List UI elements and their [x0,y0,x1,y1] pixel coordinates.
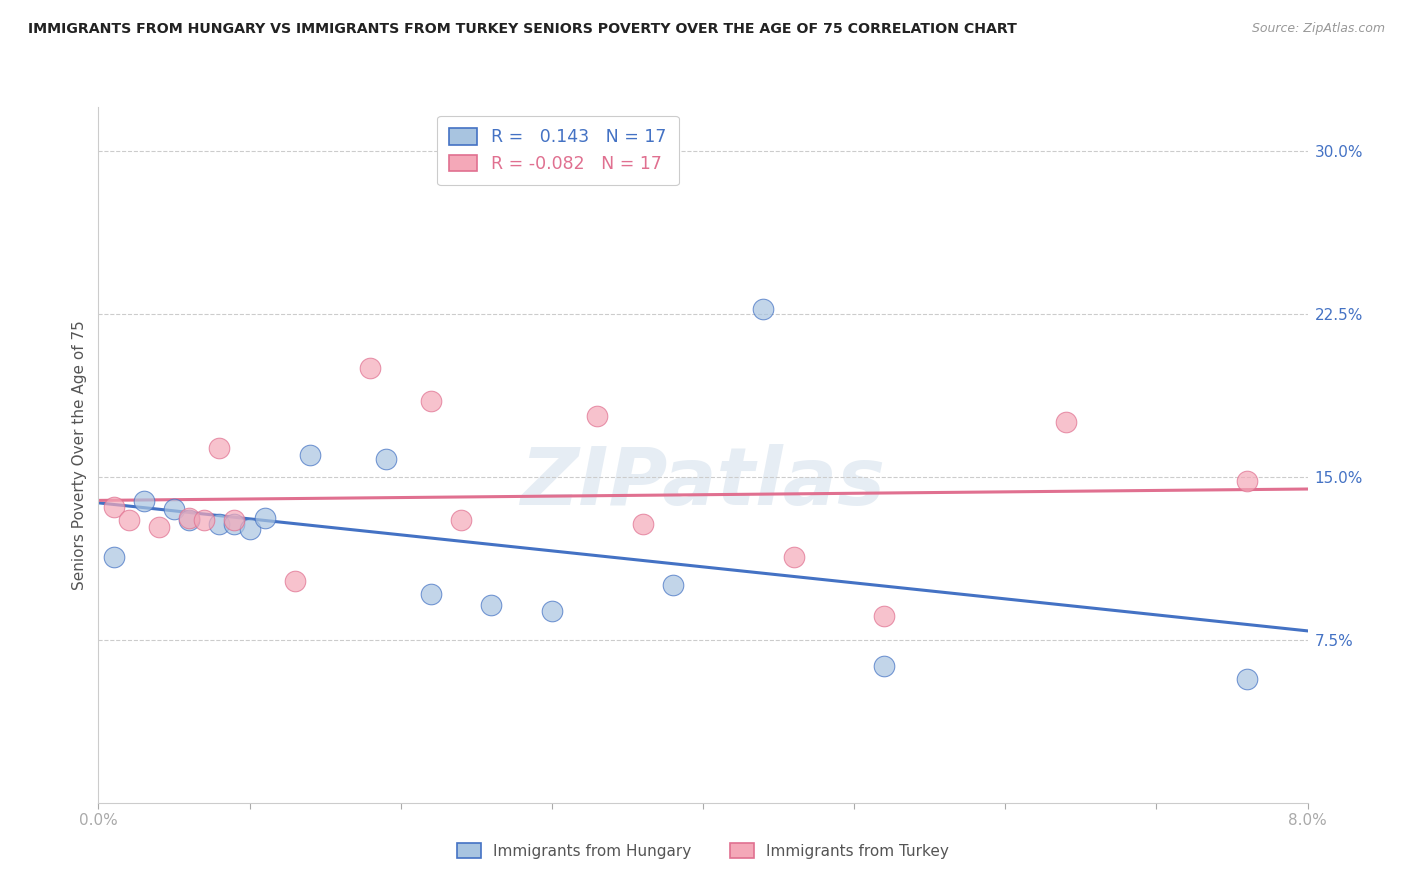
Point [208,442,231,456]
Point [132,493,155,508]
Point [193,513,215,527]
Point [163,502,186,516]
Point [541,605,564,619]
Point [118,513,141,527]
Text: Source: ZipAtlas.com: Source: ZipAtlas.com [1251,22,1385,36]
Point [148,519,170,533]
Point [299,448,322,462]
Point [450,513,472,527]
Point [103,500,125,514]
Point [586,409,609,423]
Point [224,517,246,532]
Point [284,574,307,588]
Legend: Immigrants from Hungary, Immigrants from Turkey: Immigrants from Hungary, Immigrants from… [450,837,956,864]
Point [873,608,896,623]
Point [420,587,443,601]
Point [1236,672,1258,686]
Point [873,658,896,673]
Point [208,517,231,532]
Point [420,393,443,408]
Point [239,522,262,536]
Point [662,578,685,592]
Point [631,517,654,532]
Point [224,513,246,527]
Point [103,550,125,565]
Point [752,302,775,317]
Point [179,513,201,527]
Point [1054,415,1077,429]
Text: IMMIGRANTS FROM HUNGARY VS IMMIGRANTS FROM TURKEY SENIORS POVERTY OVER THE AGE O: IMMIGRANTS FROM HUNGARY VS IMMIGRANTS FR… [28,22,1017,37]
Point [374,452,396,467]
Point [783,550,806,565]
Point [360,360,382,375]
Point [253,511,276,525]
Point [1236,474,1258,488]
Text: ZIPatlas: ZIPatlas [520,443,886,522]
Point [481,598,503,612]
Y-axis label: Seniors Poverty Over the Age of 75: Seniors Poverty Over the Age of 75 [72,320,87,590]
Point [179,511,201,525]
